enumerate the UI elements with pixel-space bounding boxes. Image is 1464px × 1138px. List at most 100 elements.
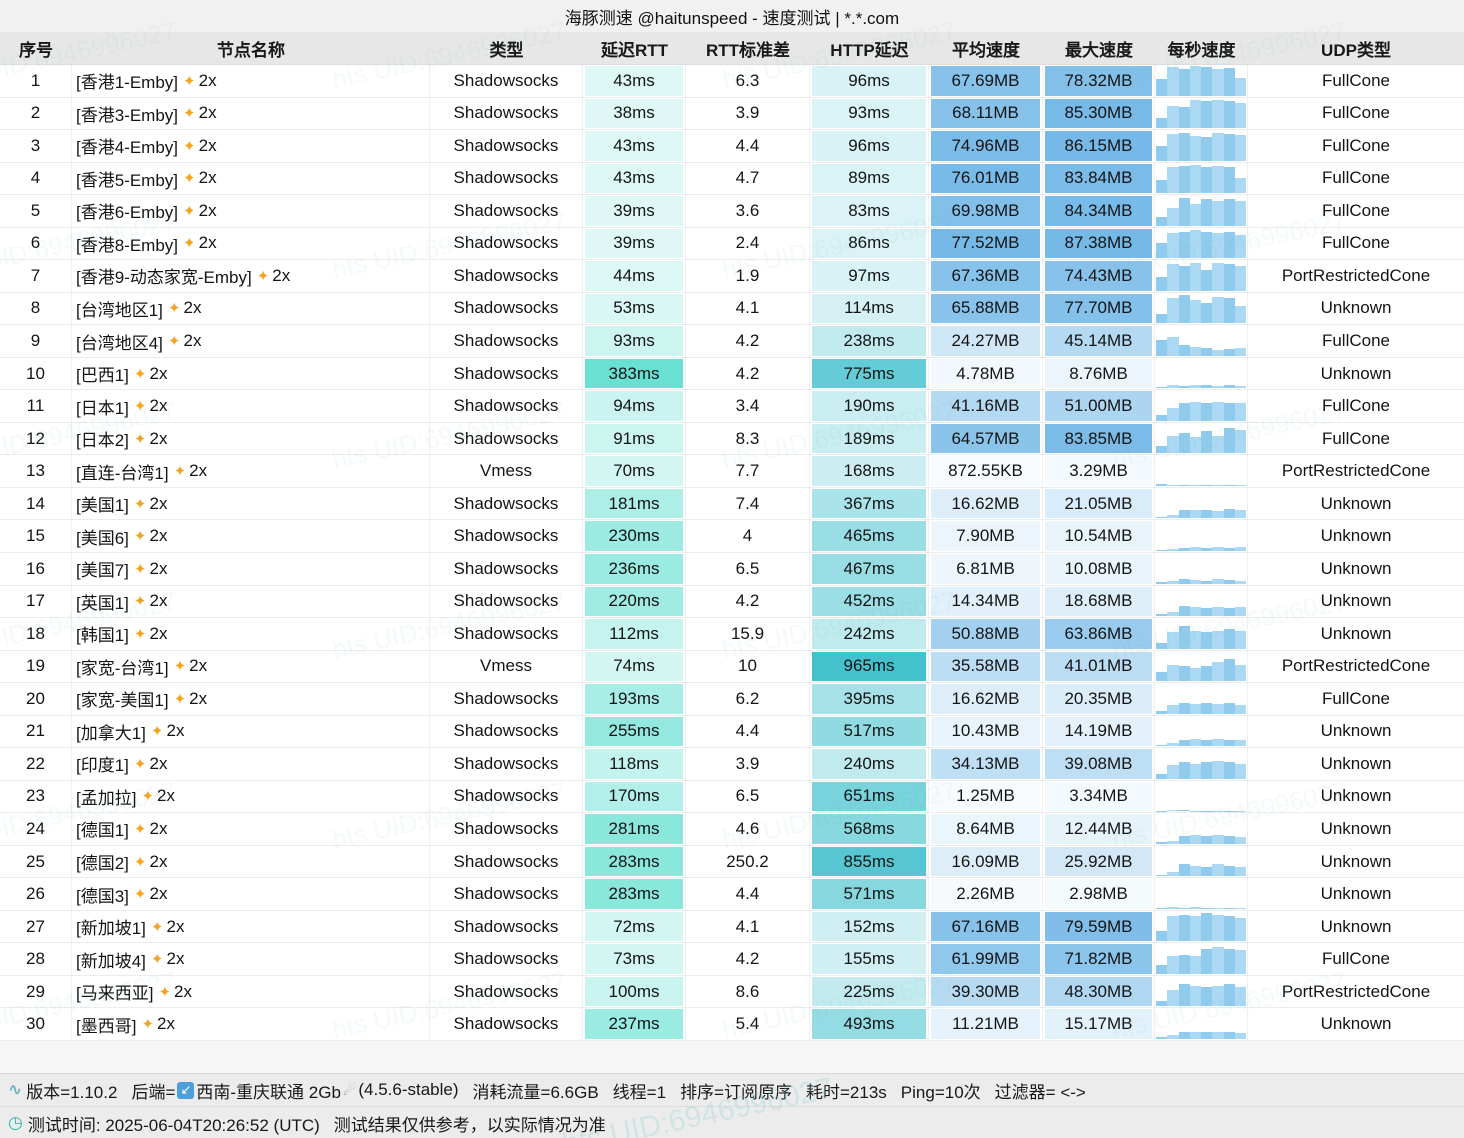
spark-bar bbox=[1189, 834, 1201, 844]
max-speed-value: 3.34MB bbox=[1045, 781, 1152, 812]
http-latency-value: 242ms bbox=[812, 619, 926, 649]
spark-bar bbox=[1167, 765, 1179, 779]
spark-bar bbox=[1234, 630, 1246, 649]
table-row: 24 [德国1] ✦ 2x Shadowsocks 281ms 4.6 568ms 8.64MB… bbox=[0, 813, 1464, 846]
backend-arrow-icon: ↙ bbox=[177, 1081, 195, 1099]
protocol-type: Shadowsocks bbox=[430, 520, 583, 552]
udp-type: FullCone bbox=[1321, 331, 1391, 351]
per-second-speed-cell bbox=[1155, 357, 1248, 390]
node-multiplier: 2x bbox=[149, 396, 168, 416]
per-second-speed-cell bbox=[1155, 943, 1248, 975]
avg-speed-value: 68.11MB bbox=[931, 98, 1040, 129]
table-row: 2 [香港3-Emby] ✦ 2x Shadowsocks 38ms 3.9 93ms 68.1… bbox=[0, 97, 1464, 131]
spark-bar bbox=[1178, 762, 1190, 779]
spark-bar bbox=[1156, 314, 1168, 324]
per-second-speed-cell bbox=[1155, 422, 1248, 455]
latency-rtt-cell: 255ms bbox=[583, 715, 686, 748]
spark-bar bbox=[1167, 435, 1179, 454]
max-speed-value: 25.92MB bbox=[1045, 846, 1152, 877]
node-name: [日本1] bbox=[76, 398, 129, 418]
udp-type: FullCone bbox=[1321, 396, 1391, 416]
spark-bar bbox=[1223, 509, 1235, 519]
spark-bar bbox=[1223, 948, 1235, 974]
latency-rtt-value: 93ms bbox=[585, 326, 683, 356]
spark-bar bbox=[1201, 580, 1213, 584]
http-latency-cell: 855ms bbox=[810, 845, 929, 878]
max-speed-cell: 74.43MB bbox=[1043, 260, 1155, 292]
sparkles-icon: ✦ bbox=[150, 951, 164, 969]
rtt-stddev: 6.3 bbox=[686, 65, 810, 97]
spark-bar bbox=[1156, 672, 1168, 682]
spark-bar bbox=[1156, 810, 1168, 812]
node-multiplier: 2x bbox=[149, 428, 168, 448]
udp-type: FullCone bbox=[1321, 70, 1391, 90]
row-index: 1 bbox=[0, 65, 72, 97]
latency-rtt-cell: 112ms bbox=[583, 618, 686, 650]
node-name-cell: [印度1] ✦ 2x bbox=[72, 748, 430, 780]
node-name-cell: [家宽-台湾1] ✦ 2x bbox=[72, 650, 430, 683]
udp-type: FullCone bbox=[1321, 949, 1391, 969]
avg-speed-value: 69.98MB bbox=[931, 196, 1040, 226]
spark-chart bbox=[1155, 260, 1247, 292]
spark-bar bbox=[1223, 385, 1235, 389]
table-row: 23 [孟加拉] ✦ 2x Shadowsocks 170ms 6.5 651ms 1.25MB… bbox=[0, 780, 1464, 814]
per-second-speed-cell bbox=[1155, 585, 1248, 618]
spark-bar bbox=[1201, 913, 1213, 942]
udp-type: FullCone bbox=[1321, 103, 1391, 123]
http-latency-cell: 467ms bbox=[810, 552, 929, 585]
spark-bar bbox=[1223, 167, 1235, 194]
spark-bar bbox=[1212, 385, 1224, 389]
table-row: 4 [香港5-Emby] ✦ 2x Shadowsocks 43ms 4.7 89ms 76.0… bbox=[0, 162, 1464, 196]
spark-bar bbox=[1201, 136, 1213, 161]
protocol-type: Shadowsocks bbox=[430, 325, 583, 357]
node-multiplier: 2x bbox=[149, 851, 168, 871]
avg-speed-value: 16.62MB bbox=[931, 488, 1040, 519]
spark-bar bbox=[1178, 836, 1190, 844]
spark-bar bbox=[1156, 117, 1168, 129]
spark-bar bbox=[1189, 916, 1201, 942]
node-multiplier: 2x bbox=[183, 298, 202, 318]
latency-rtt-value: 53ms bbox=[585, 293, 683, 324]
spark-bar bbox=[1201, 987, 1213, 1007]
node-multiplier: 2x bbox=[149, 493, 168, 513]
spark-bar bbox=[1178, 509, 1190, 519]
node-name: [新加坡4] bbox=[76, 951, 146, 971]
node-name: [香港6-Emby] bbox=[76, 203, 179, 223]
max-speed-cell: 78.32MB bbox=[1043, 65, 1155, 97]
rtt-stddev: 4.2 bbox=[686, 943, 810, 975]
per-second-speed-cell bbox=[1155, 618, 1248, 650]
latency-rtt-value: 43ms bbox=[585, 66, 683, 96]
http-latency-cell: 452ms bbox=[810, 585, 929, 618]
max-speed-cell: 83.84MB bbox=[1043, 162, 1155, 195]
latency-rtt-cell: 100ms bbox=[583, 975, 686, 1008]
http-latency-value: 97ms bbox=[812, 261, 926, 291]
avg-speed-value: 50.88MB bbox=[931, 619, 1040, 649]
max-speed-value: 48.30MB bbox=[1045, 976, 1152, 1007]
protocol-type: Shadowsocks bbox=[430, 1008, 583, 1040]
node-multiplier: 2x bbox=[149, 591, 168, 611]
spark-bar bbox=[1212, 630, 1224, 649]
footer: ∿ 版本=1.10.2 后端= ↙ 西南-重庆联通 2Gb ☄ (4.5.6-stable)… bbox=[0, 1073, 1464, 1138]
spark-bar bbox=[1167, 956, 1179, 974]
http-latency-value: 517ms bbox=[812, 716, 926, 747]
spark-bar bbox=[1178, 385, 1190, 389]
avg-speed-value: 67.36MB bbox=[931, 261, 1040, 291]
row-index: 22 bbox=[0, 748, 72, 780]
spark-bar bbox=[1234, 763, 1246, 779]
latency-rtt-value: 255ms bbox=[585, 716, 683, 747]
max-speed-value: 86.15MB bbox=[1045, 131, 1152, 161]
per-second-speed-cell bbox=[1155, 227, 1248, 260]
spark-bar bbox=[1234, 305, 1246, 324]
spark-bar bbox=[1201, 632, 1213, 649]
http-latency-cell: 238ms bbox=[810, 325, 929, 357]
per-second-speed-cell bbox=[1155, 552, 1248, 585]
spark-bar bbox=[1178, 132, 1190, 161]
node-name: [新加坡1] bbox=[76, 919, 146, 939]
footer-text: 后端= bbox=[131, 1082, 176, 1102]
udp-type: PortRestrictedCone bbox=[1281, 265, 1431, 285]
latency-rtt-cell: 193ms bbox=[583, 683, 686, 715]
node-multiplier: 2x bbox=[189, 688, 208, 708]
avg-speed-value: 64.57MB bbox=[931, 423, 1040, 454]
spark-bar bbox=[1178, 703, 1190, 714]
table-row: 5 [香港6-Emby] ✦ 2x Shadowsocks 39ms 3.6 83ms 69.9… bbox=[0, 195, 1464, 228]
